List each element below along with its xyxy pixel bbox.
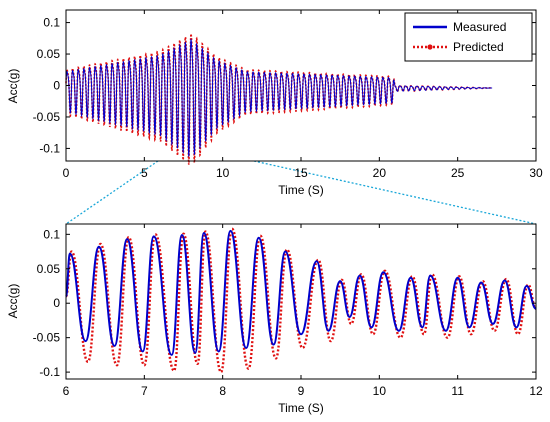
bottom-ytick-label: 0 bbox=[53, 296, 60, 310]
bottom-xtick-label: 12 bbox=[529, 384, 543, 398]
top-series bbox=[65, 31, 493, 165]
bottom-plot: 6 7 8 9 10 11 12 -0.1 -0.05 0 0.05 0.1 Time (S) Acc… bbox=[6, 223, 543, 415]
legend-box bbox=[404, 12, 533, 62]
bottom-ytick-label: 0.1 bbox=[43, 227, 60, 241]
top-ytick-label: 0.1 bbox=[43, 16, 60, 30]
zoom-left-connector bbox=[65, 160, 159, 225]
top-ytick-label: -0.1 bbox=[39, 141, 60, 155]
bottom-ylabel: Acc(g) bbox=[6, 284, 20, 319]
legend-predicted-label: Predicted bbox=[453, 40, 504, 54]
legend: Measured Predicted bbox=[404, 12, 533, 62]
bottom-xtick-label: 6 bbox=[63, 384, 70, 398]
top-measured-line bbox=[65, 38, 493, 157]
bottom-plot-area bbox=[66, 224, 536, 379]
bottom-xtick-label: 8 bbox=[219, 384, 226, 398]
top-ylabel: Acc(g) bbox=[6, 69, 20, 104]
bottom-xtick-label: 7 bbox=[141, 384, 148, 398]
top-xtick-label: 15 bbox=[294, 166, 308, 180]
zoom-right-connector bbox=[253, 160, 537, 225]
bottom-xtick-label: 9 bbox=[298, 384, 305, 398]
bottom-plot-frame bbox=[65, 223, 537, 380]
top-xtick-label: 20 bbox=[373, 166, 387, 180]
legend-measured-label: Measured bbox=[453, 20, 506, 34]
top-xlabel: Time (S) bbox=[278, 183, 324, 197]
bottom-xtick-label: 10 bbox=[373, 384, 387, 398]
top-xtick-label: 0 bbox=[63, 166, 70, 180]
top-xtick-label: 10 bbox=[216, 166, 230, 180]
top-plot-frame bbox=[65, 9, 537, 162]
bottom-series bbox=[64, 227, 538, 374]
bottom-xtick-label: 11 bbox=[451, 384, 464, 398]
top-ticks: 0 5 10 15 20 25 30 -0.1 -0.05 0 0.05 0.1 bbox=[33, 10, 543, 180]
bottom-predicted-line bbox=[64, 227, 538, 374]
top-ytick-label: 0 bbox=[53, 79, 60, 93]
bottom-ytick-label: -0.1 bbox=[39, 365, 60, 379]
bottom-ytick-label: -0.05 bbox=[33, 331, 61, 345]
top-xtick-label: 25 bbox=[451, 166, 465, 180]
bottom-ytick-label: 0.05 bbox=[37, 262, 61, 276]
bottom-ticks: 6 7 8 9 10 11 12 -0.1 -0.05 0 0.05 0.1 bbox=[33, 224, 543, 398]
top-ytick-label: 0.05 bbox=[37, 47, 61, 61]
top-xtick-label: 30 bbox=[529, 166, 543, 180]
top-plot: 0 5 10 15 20 25 30 -0.1 -0.05 0 0.05 0.1 Time (S) A… bbox=[6, 9, 543, 197]
top-xtick-label: 5 bbox=[141, 166, 148, 180]
bottom-measured-line bbox=[65, 229, 537, 356]
bottom-xlabel: Time (S) bbox=[278, 401, 324, 415]
legend-predicted-marker bbox=[427, 44, 433, 50]
top-ytick-label: -0.05 bbox=[33, 110, 61, 124]
